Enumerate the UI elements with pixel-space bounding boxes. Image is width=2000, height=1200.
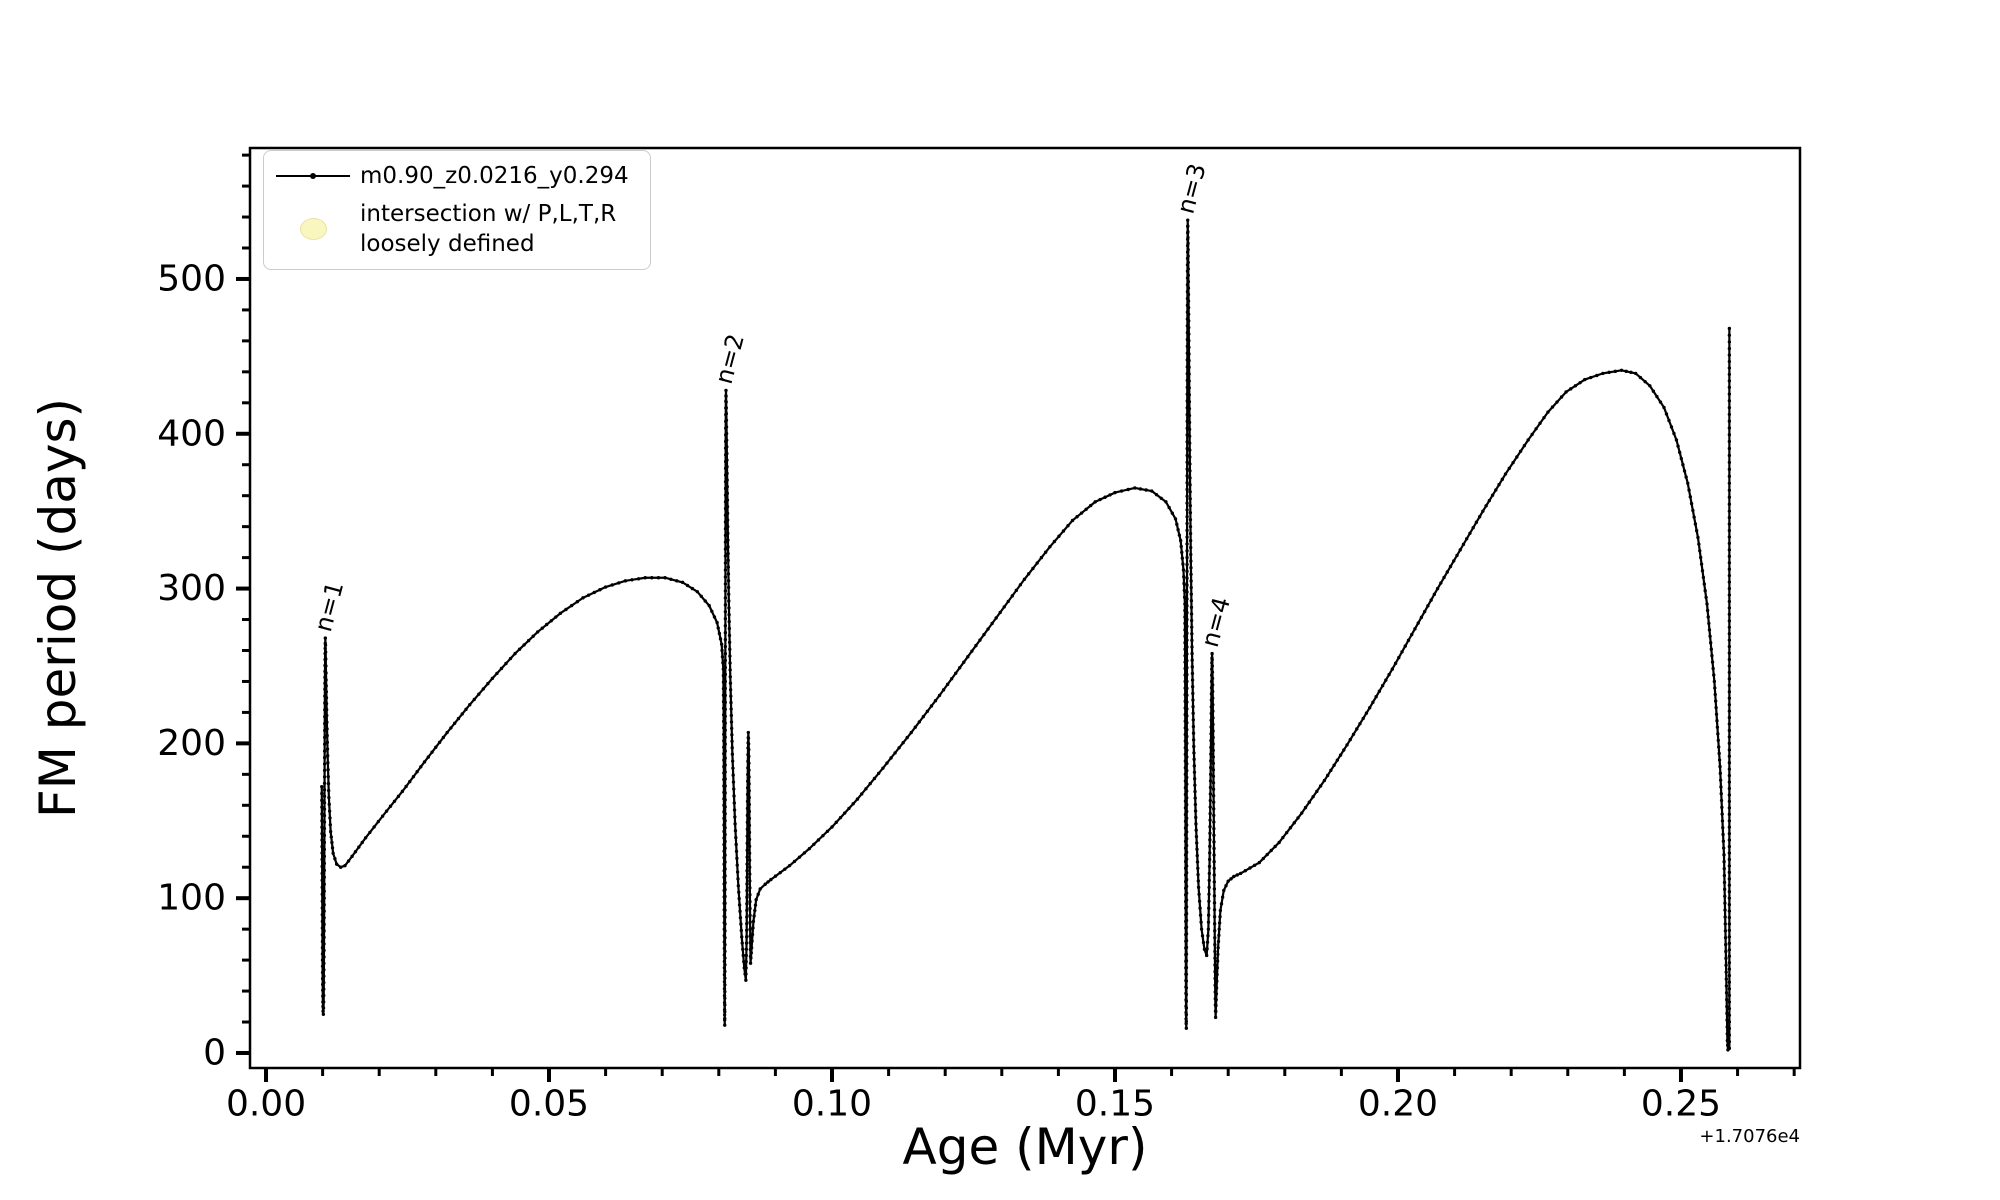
legend-entry-label-line2: loosely defined xyxy=(360,231,535,257)
legend-entry-label: intersection w/ P,L,T,R loosely defined xyxy=(360,199,616,259)
mode-annotation: n=1 xyxy=(309,579,349,635)
x-tick-label: 0.10 xyxy=(792,1084,872,1125)
legend-swatch xyxy=(276,173,350,179)
mode-annotation: n=3 xyxy=(1171,161,1211,217)
legend-entry-track: m0.90_z0.0216_y0.294 xyxy=(276,161,638,191)
y-tick-label: 300 xyxy=(157,568,226,609)
mode-annotation: n=2 xyxy=(710,331,750,387)
plot-border xyxy=(248,146,1802,1070)
legend-entry-label: m0.90_z0.0216_y0.294 xyxy=(360,163,629,189)
x-tick-label: 0.25 xyxy=(1641,1084,1721,1125)
x-axis-offset-label: +1.7076e4 xyxy=(1699,1126,1800,1147)
y-axis-label: FM period (days) xyxy=(29,398,87,818)
legend-line-sample xyxy=(276,173,350,179)
x-tick-label: 0.00 xyxy=(226,1084,306,1125)
x-tick-label: 0.20 xyxy=(1358,1084,1438,1125)
y-tick-label: 200 xyxy=(157,723,226,764)
y-tick-label: 0 xyxy=(203,1032,226,1073)
y-tick-label: 500 xyxy=(157,258,226,299)
legend-entry-label-line1: intersection w/ P,L,T,R xyxy=(360,201,617,227)
y-tick-label: 100 xyxy=(157,878,226,919)
legend: m0.90_z0.0216_y0.294 intersection w/ P,L… xyxy=(263,150,651,270)
mode-annotation: n=4 xyxy=(1196,594,1236,650)
x-tick-label: 0.05 xyxy=(509,1084,589,1125)
legend-point-marker-icon xyxy=(310,173,316,179)
y-tick-label: 400 xyxy=(157,413,226,454)
x-axis-label: Age (Myr) xyxy=(902,1118,1148,1176)
x-tick-label: 0.15 xyxy=(1075,1084,1155,1125)
legend-circle-marker-icon xyxy=(299,218,327,240)
series-markers xyxy=(320,218,1732,1052)
legend-swatch xyxy=(276,218,350,240)
legend-entry-intersection: intersection w/ P,L,T,R loosely defined xyxy=(276,199,638,259)
